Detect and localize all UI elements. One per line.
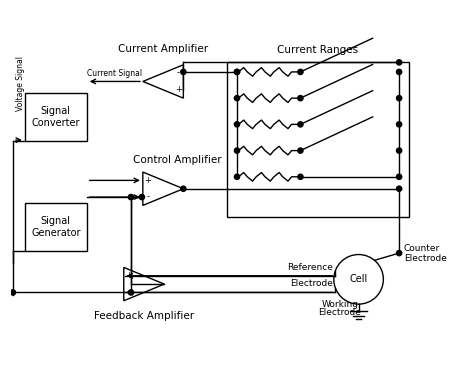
- Text: Electrode: Electrode: [404, 254, 447, 263]
- Text: Converter: Converter: [32, 118, 80, 128]
- Circle shape: [396, 122, 402, 127]
- Circle shape: [181, 69, 186, 75]
- Circle shape: [396, 250, 402, 256]
- Circle shape: [298, 174, 303, 180]
- Circle shape: [298, 148, 303, 153]
- Text: Control Amplifier: Control Amplifier: [133, 155, 222, 165]
- Circle shape: [396, 69, 402, 75]
- FancyBboxPatch shape: [25, 203, 87, 251]
- Circle shape: [396, 148, 402, 153]
- Circle shape: [298, 69, 303, 75]
- Circle shape: [298, 122, 303, 127]
- Circle shape: [234, 96, 240, 101]
- Text: Counter: Counter: [404, 244, 440, 253]
- Text: +: +: [145, 176, 152, 185]
- Text: Feedback Amplifier: Feedback Amplifier: [94, 311, 194, 321]
- Circle shape: [396, 186, 402, 191]
- Text: -: -: [146, 193, 150, 202]
- Circle shape: [234, 174, 240, 180]
- Circle shape: [234, 122, 240, 127]
- Text: Signal: Signal: [41, 106, 71, 116]
- Circle shape: [181, 186, 186, 191]
- Text: Current Amplifier: Current Amplifier: [118, 44, 208, 54]
- Text: -: -: [177, 68, 180, 78]
- Circle shape: [396, 96, 402, 101]
- Text: +: +: [126, 271, 132, 280]
- Circle shape: [128, 290, 134, 295]
- Text: Voltage Signal: Voltage Signal: [16, 57, 25, 111]
- Circle shape: [10, 290, 16, 295]
- Text: Cell: Cell: [349, 274, 368, 284]
- Circle shape: [396, 60, 402, 65]
- Text: Signal: Signal: [41, 216, 71, 226]
- Text: Reference: Reference: [287, 264, 333, 272]
- Text: Electrode: Electrode: [290, 279, 333, 288]
- Text: -: -: [128, 288, 130, 297]
- Circle shape: [298, 96, 303, 101]
- Text: Electrode: Electrode: [319, 308, 362, 317]
- Circle shape: [234, 69, 240, 75]
- Circle shape: [396, 174, 402, 180]
- Circle shape: [139, 194, 145, 200]
- Text: Generator: Generator: [31, 228, 81, 238]
- FancyBboxPatch shape: [25, 93, 87, 141]
- FancyBboxPatch shape: [228, 62, 409, 217]
- Text: +: +: [175, 85, 182, 94]
- Circle shape: [234, 69, 240, 75]
- Circle shape: [128, 194, 134, 200]
- Circle shape: [234, 148, 240, 153]
- Text: Current Ranges: Current Ranges: [277, 45, 359, 55]
- Text: Current Signal: Current Signal: [87, 69, 142, 78]
- Text: Working: Working: [321, 300, 358, 308]
